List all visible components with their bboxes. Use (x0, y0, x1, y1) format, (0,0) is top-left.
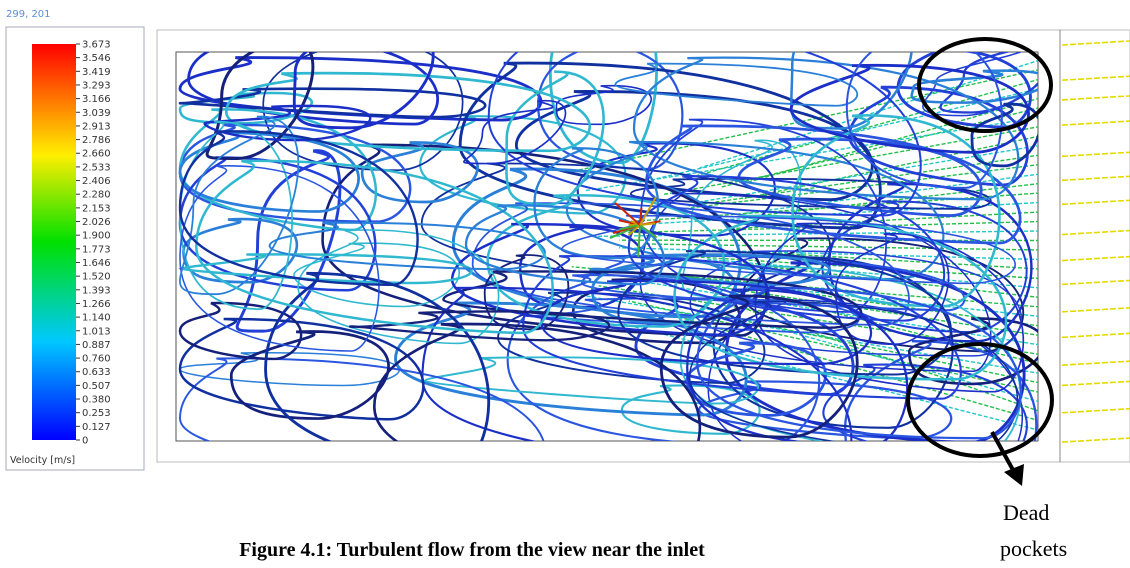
figure-canvas: 299, 201 3.673 3.546 3.419 3.293 3.166 3.039 2… (0, 0, 1130, 568)
legend-label: 2.280 (82, 190, 111, 201)
legend-label: 0.760 (82, 354, 111, 365)
legend-label: 3.546 (82, 53, 111, 64)
legend-label: 0.507 (82, 381, 111, 392)
annotation-line2: pockets (1000, 536, 1067, 561)
legend-label: 2.533 (82, 162, 111, 173)
legend-label: 2.406 (82, 176, 111, 187)
legend-label: 3.166 (82, 94, 111, 105)
legend-label: 1.646 (82, 258, 111, 269)
annotation-line1: Dead (1003, 500, 1049, 525)
legend-label: 0.253 (82, 408, 111, 419)
figure: 299, 201 3.673 3.546 3.419 3.293 3.166 3.039 2… (0, 0, 1130, 568)
legend-label: 1.013 (82, 326, 111, 337)
legend-label: 2.026 (82, 217, 111, 228)
legend-label: 1.266 (82, 299, 111, 310)
legend-label: 3.293 (82, 80, 111, 91)
legend-label: 2.153 (82, 203, 111, 214)
legend-title: Velocity [m/s] (10, 455, 75, 466)
legend-label: 3.673 (82, 40, 111, 51)
legend-label: 1.773 (82, 244, 111, 255)
caption: Figure 4.1: Turbulent flow from the view… (239, 539, 705, 561)
arrow-head (1004, 464, 1024, 486)
legend-label: 1.140 (82, 313, 111, 324)
legend-label: 0.887 (82, 340, 111, 351)
legend-label: 0.380 (82, 395, 111, 406)
legend-label: 1.520 (82, 272, 111, 283)
legend-label: 3.039 (82, 108, 111, 119)
legend-label: 3.419 (82, 67, 111, 78)
legend-label: 2.913 (82, 121, 111, 132)
legend-label: 0 (82, 436, 88, 447)
legend-label: 1.393 (82, 285, 111, 296)
legend-label: 2.786 (82, 135, 111, 146)
legend-label: 0.127 (82, 422, 111, 433)
legend-label: 1.900 (82, 231, 111, 242)
color-bar (32, 44, 76, 440)
legend-label: 0.633 (82, 367, 111, 378)
coords: 299, 201 (6, 9, 51, 20)
legend-label: 2.660 (82, 149, 111, 160)
